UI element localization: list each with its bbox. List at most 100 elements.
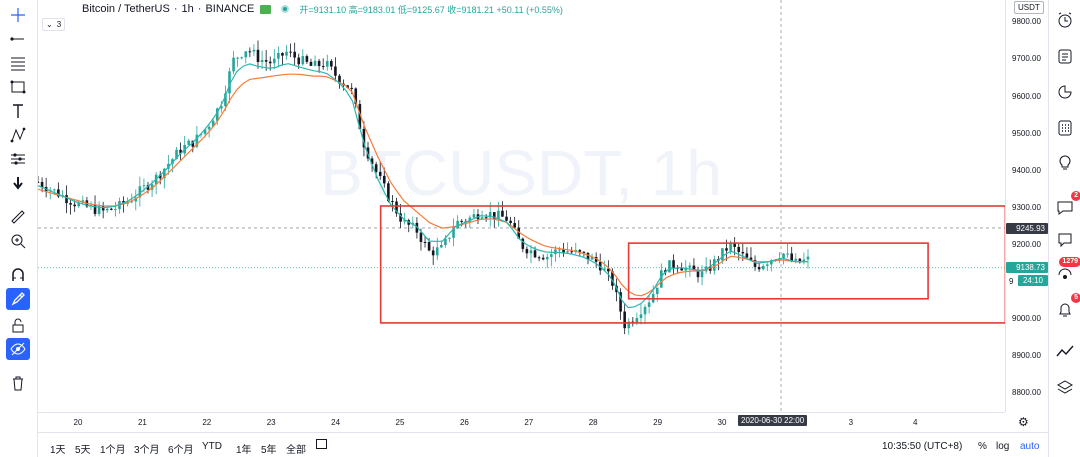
candle-body: [391, 201, 394, 203]
range-button[interactable]: 5年: [261, 445, 277, 456]
range-button[interactable]: 6个月: [168, 445, 194, 456]
date-range-icon[interactable]: [316, 439, 327, 449]
bar-countdown-tag: 24:10: [1018, 275, 1048, 286]
zoom-in-icon[interactable]: [6, 230, 30, 252]
candle-body: [794, 258, 798, 261]
lightbulb-icon[interactable]: [1053, 150, 1077, 174]
range-button[interactable]: 3个月: [134, 445, 160, 456]
text-tool-icon[interactable]: [6, 100, 30, 122]
layers-icon[interactable]: [1053, 376, 1077, 400]
candle-body: [289, 51, 292, 53]
candle-body: [358, 104, 362, 129]
chart-settings-icon[interactable]: ⚙: [1018, 415, 1029, 429]
candle-body: [607, 268, 610, 272]
time-tick-label: 24: [331, 418, 341, 427]
candle-body: [501, 210, 504, 217]
range-button[interactable]: YTD: [202, 441, 222, 452]
calculator-icon[interactable]: [1053, 116, 1077, 140]
candle-body: [554, 249, 557, 255]
candle-body: [256, 49, 260, 63]
fib-retracement-icon[interactable]: [6, 52, 30, 74]
log-toggle[interactable]: log: [996, 441, 1010, 452]
price-tick-label: 9400.00: [1012, 165, 1041, 175]
notifications-bell-icon[interactable]: 5: [1053, 293, 1080, 322]
candle-body: [680, 267, 684, 271]
range-button[interactable]: 1个月: [100, 445, 126, 456]
auto-scale-toggle[interactable]: auto: [1020, 441, 1040, 452]
stay-in-drawing-mode-icon[interactable]: [6, 288, 30, 310]
candle-body: [260, 60, 264, 63]
hide-drawings-icon[interactable]: [6, 338, 30, 360]
ruler-icon[interactable]: [6, 206, 30, 228]
candle-body: [97, 206, 101, 214]
candle-body: [354, 88, 358, 105]
price-tick-label: 8900.00: [1012, 351, 1041, 361]
candle-body: [647, 302, 651, 307]
magnet-icon[interactable]: [6, 264, 30, 286]
clock-time[interactable]: 10:35:50 (UTC+8): [882, 441, 963, 452]
ohlc-values: 开=9131.10 高=9183.01 低=9125.67 收=9181.21 …: [299, 4, 563, 15]
price-chart[interactable]: BTCUSDT, 1h: [38, 0, 1005, 412]
annotation-rectangle-2[interactable]: [627, 242, 929, 300]
candle-body: [264, 60, 268, 62]
range-button[interactable]: 全部: [286, 445, 306, 456]
streams-icon[interactable]: 1279: [1053, 257, 1080, 286]
candle-body: [399, 213, 402, 222]
trend-line-icon[interactable]: [6, 28, 30, 50]
candle-body: [215, 108, 219, 121]
price-scale[interactable]: USDT 9800.00 9700.00 9600.00 9500.00 9400.00…: [1005, 0, 1048, 412]
chart-pane[interactable]: BTCUSDT, 1h Bitcoin / TetherUS · 1h · BI…: [38, 0, 1005, 412]
arrow-down-icon[interactable]: [6, 172, 30, 194]
exchange-label: BINANCE: [205, 3, 255, 15]
percent-toggle[interactable]: %: [978, 441, 987, 452]
indicators-toggle[interactable]: ⌄ 3: [42, 18, 66, 31]
range-button[interactable]: 1年: [236, 445, 252, 456]
alarm-clock-icon[interactable]: [1053, 8, 1077, 32]
candle-body: [492, 212, 496, 219]
range-button[interactable]: 5天: [75, 445, 91, 456]
watchlist-icon[interactable]: [1053, 44, 1077, 68]
time-scale[interactable]: 2021222324252627282930234 2020-06-30 22:…: [38, 412, 1029, 432]
candle-body: [786, 253, 789, 255]
trash-icon[interactable]: [6, 372, 30, 394]
interval-label[interactable]: 1h: [181, 3, 194, 15]
range-button[interactable]: 1天: [50, 445, 66, 456]
ideas-chat-icon[interactable]: 2: [1053, 191, 1080, 220]
candle-body: [175, 149, 178, 160]
candle-body: [73, 204, 76, 207]
chat-icon[interactable]: [1053, 228, 1077, 252]
price-tick-label: 8800.00: [1012, 388, 1041, 398]
symbol-name[interactable]: Bitcoin / TetherUS: [82, 3, 170, 15]
lock-icon[interactable]: [6, 314, 30, 336]
time-tick-label: 28: [588, 418, 598, 427]
candle-body: [537, 257, 541, 259]
candle-body: [52, 189, 56, 191]
candle-body: [281, 52, 284, 56]
time-tick-label: 29: [653, 418, 663, 427]
time-tick-label: 27: [524, 418, 534, 427]
candle-body: [435, 247, 439, 256]
candle-body: [497, 210, 500, 219]
annotation-rectangle-1[interactable]: [379, 205, 1005, 324]
candle-body: [472, 214, 476, 218]
candle-body: [415, 222, 419, 233]
last-price-tag: 9138.73: [1006, 262, 1048, 273]
candle-body: [668, 260, 671, 273]
prediction-tool-icon[interactable]: [6, 148, 30, 170]
rectangle-tool-icon[interactable]: [6, 76, 30, 98]
candle-body: [395, 201, 398, 214]
candle-body: [114, 209, 117, 211]
candle-body: [598, 261, 602, 271]
pie-chart-icon[interactable]: [1053, 80, 1077, 104]
indicators-count: 3: [56, 20, 62, 29]
candle-body: [346, 85, 349, 88]
candle-body: [40, 181, 44, 188]
candle-body: [110, 208, 113, 210]
pattern-tool-icon[interactable]: [6, 124, 30, 146]
trend-lines-icon[interactable]: [1053, 340, 1077, 364]
candle-body: [627, 321, 631, 329]
candle-body: [252, 49, 256, 52]
currency-label[interactable]: USDT: [1014, 1, 1044, 14]
candle-body: [806, 256, 810, 260]
crosshair-icon[interactable]: [6, 4, 30, 26]
